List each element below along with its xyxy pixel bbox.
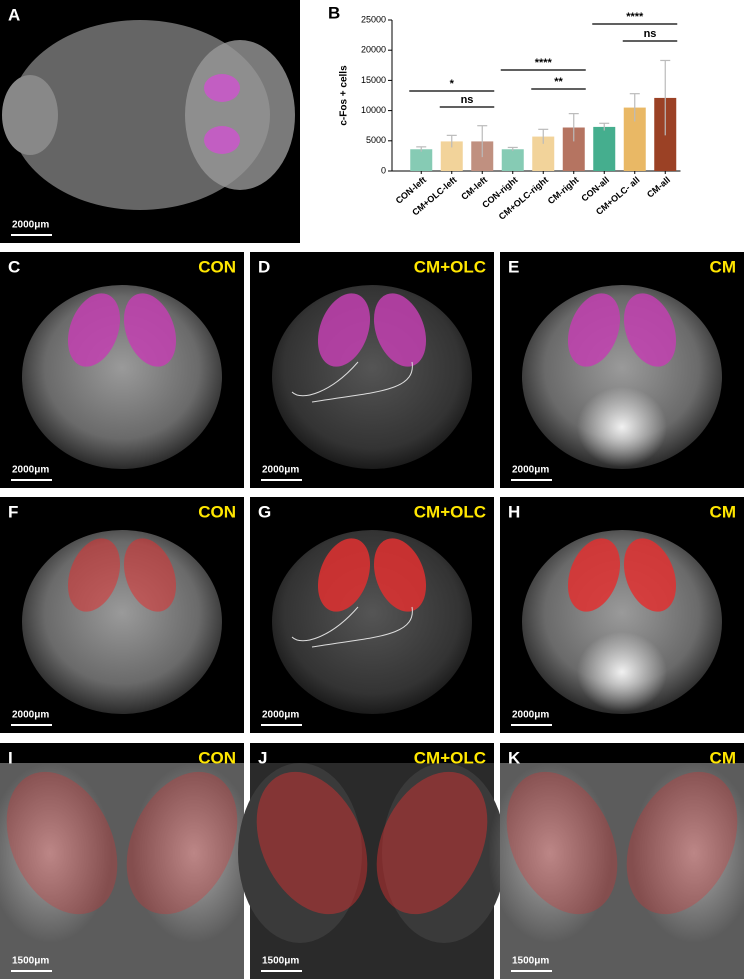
- bright-area: [577, 632, 667, 712]
- scale-label: 2000μm: [12, 220, 49, 231]
- region: [373, 293, 427, 367]
- image-panel: F CON 2000μm: [0, 497, 244, 733]
- bar: [501, 149, 524, 171]
- lobe: [238, 763, 362, 943]
- image-panel: J CM+OLC 1500μm: [238, 743, 506, 979]
- y-tick-label: 0: [381, 165, 386, 175]
- significance-label: ns: [461, 94, 474, 106]
- panel-letter: A: [8, 5, 20, 24]
- region: [623, 293, 677, 367]
- panel-letter: I: [8, 748, 13, 767]
- lobe: [488, 763, 612, 943]
- region: [317, 538, 371, 612]
- y-tick-label: 15000: [361, 75, 386, 85]
- region: [126, 771, 238, 915]
- image-panel: A 2000μm: [0, 0, 300, 243]
- region: [567, 293, 621, 367]
- region: [373, 538, 427, 612]
- lobe: [132, 763, 256, 943]
- condition-label: CON: [198, 748, 236, 767]
- brain: [272, 530, 472, 714]
- scale-label: 2000μm: [512, 710, 549, 721]
- fiber: [291, 606, 413, 648]
- region: [123, 293, 177, 367]
- significance-label: *: [450, 78, 455, 90]
- image-panel: H CM 2000μm: [500, 497, 744, 733]
- panel-letter: E: [508, 257, 519, 276]
- condition-label: CM: [710, 502, 736, 521]
- y-tick-label: 20000: [361, 45, 386, 55]
- panel-letter: C: [8, 257, 20, 276]
- condition-label: CM+OLC: [414, 257, 486, 276]
- region: [256, 771, 368, 915]
- panel-letter: F: [8, 502, 18, 521]
- bar: [593, 126, 616, 171]
- scale-label: 2000μm: [12, 710, 49, 721]
- scale-label: 1500μm: [12, 956, 49, 967]
- condition-label: CM+OLC: [414, 748, 486, 767]
- cerebellum: [185, 40, 295, 190]
- image-panel: C CON 2000μm: [0, 252, 244, 488]
- region: [204, 74, 240, 102]
- region: [67, 293, 121, 367]
- region: [204, 126, 240, 154]
- image-panel: D CM+OLC 2000μm: [250, 252, 494, 488]
- scale-label: 2000μm: [512, 465, 549, 476]
- region: [67, 538, 121, 612]
- x-tick-label: CM-right: [546, 175, 581, 206]
- scale-label: 2000μm: [262, 465, 299, 476]
- brain: [22, 530, 222, 714]
- region: [6, 771, 118, 915]
- panel-letter: G: [258, 502, 271, 521]
- panel-letter: H: [508, 502, 520, 521]
- panel-letter: J: [258, 748, 267, 767]
- significance-label: ****: [626, 11, 644, 23]
- region: [567, 538, 621, 612]
- region: [623, 538, 677, 612]
- x-tick-label: CM-all: [645, 175, 672, 200]
- lobe: [382, 763, 506, 943]
- region: [506, 771, 618, 915]
- condition-label: CM: [710, 748, 736, 767]
- brain: [22, 285, 222, 469]
- bar: [532, 136, 555, 171]
- image-panel: K CM 1500μm: [488, 743, 744, 979]
- scale-label: 1500μm: [512, 956, 549, 967]
- y-tick-label: 25000: [361, 14, 386, 24]
- image-panel: G CM+OLC 2000μm: [250, 497, 494, 733]
- condition-label: CM: [710, 257, 736, 276]
- scale-label: 2000μm: [262, 710, 299, 721]
- panel-letter: D: [258, 257, 270, 276]
- condition-label: CON: [198, 257, 236, 276]
- significance-label: ns: [644, 28, 657, 40]
- bright-area: [577, 387, 667, 467]
- y-tick-label: 10000: [361, 105, 386, 115]
- scale-label: 2000μm: [12, 465, 49, 476]
- significance-label: ****: [535, 57, 553, 69]
- image-panel: E CM 2000μm: [500, 252, 744, 488]
- region: [626, 771, 738, 915]
- bar: [410, 149, 433, 171]
- region: [317, 293, 371, 367]
- image-panel: I CON 1500μm: [0, 743, 256, 979]
- lobe: [0, 763, 112, 943]
- panel-letter: K: [508, 748, 521, 767]
- olfactory: [2, 75, 58, 155]
- condition-label: CM+OLC: [414, 502, 486, 521]
- brain: [272, 285, 472, 469]
- lobe: [632, 763, 744, 943]
- fiber: [291, 361, 413, 403]
- bar: [623, 107, 646, 171]
- scale-label: 1500μm: [262, 956, 299, 967]
- region: [123, 538, 177, 612]
- region: [376, 771, 488, 915]
- bar: [440, 141, 463, 171]
- y-axis-title: c-Fos + cells: [339, 65, 350, 126]
- condition-label: CON: [198, 502, 236, 521]
- significance-label: **: [554, 76, 563, 88]
- bar: [562, 127, 585, 171]
- panel-letter: B: [328, 3, 340, 22]
- y-tick-label: 5000: [366, 135, 386, 145]
